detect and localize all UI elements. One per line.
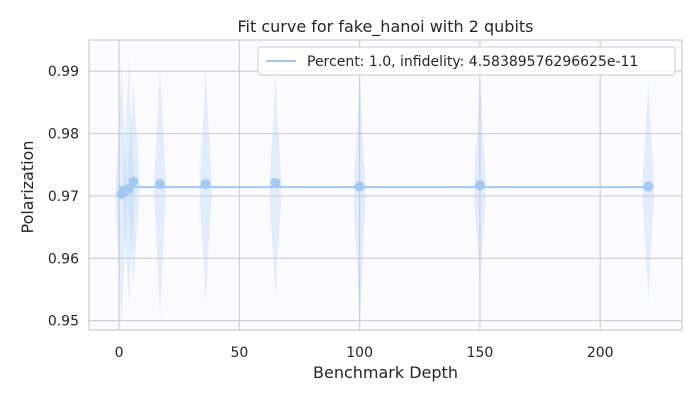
data-point — [200, 179, 211, 190]
chart-title: Fit curve for fake_hanoi with 2 qubits — [237, 17, 533, 37]
y-tick-label: 0.95 — [48, 314, 79, 330]
y-tick-labels: 0.95 0.96 0.97 0.98 0.99 — [48, 64, 79, 329]
data-point — [270, 177, 281, 188]
violin — [473, 71, 486, 284]
data-point — [354, 181, 365, 192]
y-tick-label: 0.98 — [48, 127, 79, 143]
data-point — [474, 180, 485, 191]
x-tick-label: 150 — [467, 345, 494, 361]
x-axis-label: Benchmark Depth — [313, 363, 458, 382]
x-tick-label: 50 — [230, 345, 248, 361]
violin — [353, 71, 366, 330]
plot-area — [89, 40, 682, 330]
legend: Percent: 1.0, infidelity: 4.583895762966… — [257, 46, 676, 76]
legend-box — [257, 46, 676, 76]
violin — [153, 61, 166, 321]
x-tick-labels: 0 50 100 150 200 — [115, 345, 614, 361]
data-point — [643, 181, 654, 192]
plot-frame — [88, 39, 683, 331]
x-tick-label: 100 — [346, 345, 373, 361]
x-tick-label: 200 — [587, 345, 614, 361]
y-tick-label: 0.99 — [48, 64, 79, 80]
data-point — [123, 184, 134, 195]
data-point — [128, 176, 139, 187]
y-tick-label: 0.96 — [48, 251, 79, 267]
data-point — [154, 179, 165, 190]
y-tick-label: 0.97 — [48, 189, 79, 205]
legend-label: Percent: 1.0, infidelity: 4.583895762966… — [307, 54, 638, 70]
y-axis-label: Polarization — [18, 141, 37, 234]
x-tick-label: 0 — [115, 345, 124, 361]
data-points — [116, 176, 654, 200]
